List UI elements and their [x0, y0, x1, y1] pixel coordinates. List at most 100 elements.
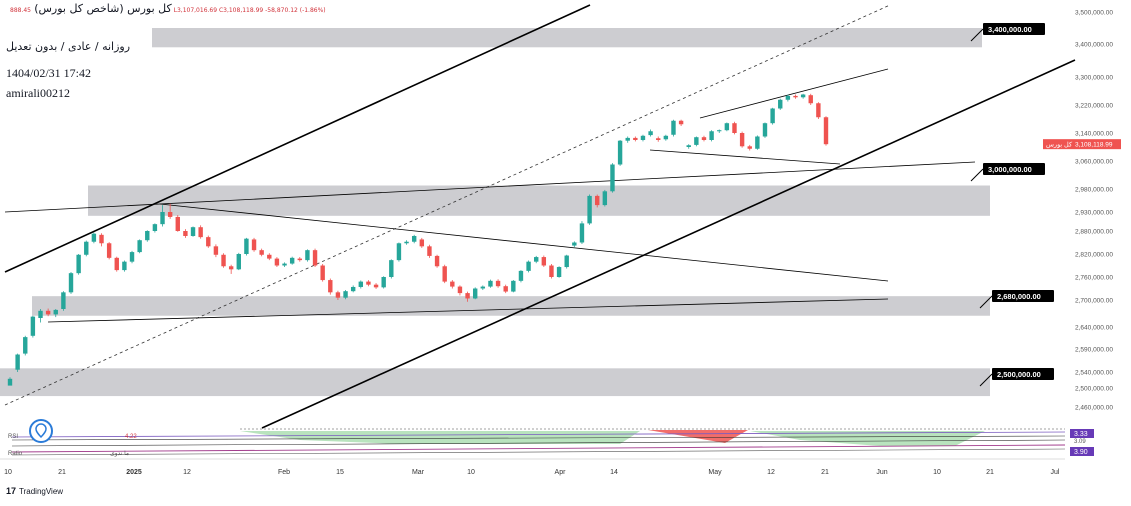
candle[interactable] — [671, 119, 676, 137]
candle[interactable] — [808, 93, 813, 105]
candle[interactable] — [213, 244, 219, 258]
candle[interactable] — [289, 256, 295, 265]
candle[interactable] — [633, 136, 638, 142]
candle[interactable] — [419, 237, 425, 248]
candle[interactable] — [610, 163, 615, 193]
candle[interactable] — [556, 266, 562, 278]
downtrend-line[interactable] — [159, 203, 889, 282]
candle[interactable] — [694, 136, 699, 147]
candle[interactable] — [823, 116, 829, 146]
candle[interactable] — [656, 136, 661, 142]
candle[interactable] — [564, 254, 569, 269]
candle[interactable] — [503, 284, 508, 294]
support-line[interactable] — [47, 298, 889, 323]
candle[interactable] — [53, 309, 58, 318]
indicator-pane[interactable]: 3.33 3.09 3.90 RSI 4.22 Ratio ما ندوی — [0, 428, 1094, 460]
candle[interactable] — [106, 242, 112, 260]
candle[interactable] — [251, 237, 257, 252]
candle[interactable] — [84, 240, 89, 257]
candle[interactable] — [15, 353, 20, 372]
candle[interactable] — [350, 285, 356, 293]
candle[interactable] — [625, 136, 630, 143]
candle[interactable] — [167, 203, 173, 219]
candle[interactable] — [23, 335, 28, 356]
candle[interactable] — [114, 256, 119, 272]
candle[interactable] — [206, 235, 211, 248]
candle[interactable] — [747, 144, 752, 151]
candle[interactable] — [366, 280, 371, 287]
candle[interactable] — [724, 122, 730, 132]
candle[interactable] — [778, 98, 783, 110]
candle[interactable] — [274, 257, 280, 268]
candle[interactable] — [534, 255, 539, 264]
candle[interactable] — [442, 264, 447, 284]
candle[interactable] — [640, 134, 646, 142]
candle[interactable] — [236, 252, 241, 271]
candle[interactable] — [76, 254, 81, 275]
candle[interactable] — [358, 280, 364, 289]
candle[interactable] — [175, 215, 180, 232]
candle[interactable] — [709, 130, 714, 142]
candle[interactable] — [701, 135, 707, 142]
candle[interactable] — [686, 144, 691, 149]
price-axis[interactable]: 3,500,000.00 3,400,000.00 3,300,000.00 3,22… — [1043, 10, 1121, 412]
channel-lower-line[interactable] — [261, 59, 1076, 429]
tradingview-brand[interactable]: 17 TradingView — [6, 486, 63, 496]
candle[interactable] — [305, 249, 310, 262]
candle[interactable] — [45, 308, 51, 317]
candle[interactable] — [244, 237, 249, 256]
candle[interactable] — [389, 259, 394, 279]
candle[interactable] — [816, 102, 821, 119]
candle[interactable] — [579, 221, 585, 245]
candle[interactable] — [396, 242, 402, 262]
zone-zone-2950k[interactable] — [88, 185, 990, 216]
candle[interactable] — [228, 264, 234, 274]
candle[interactable] — [190, 226, 196, 237]
candle[interactable] — [526, 260, 531, 273]
candle[interactable] — [472, 287, 478, 300]
candle[interactable] — [770, 107, 775, 125]
candle[interactable] — [648, 129, 653, 137]
candle[interactable] — [183, 229, 188, 238]
candle[interactable] — [7, 377, 13, 386]
candle[interactable] — [129, 250, 135, 264]
candlesticks[interactable] — [7, 93, 829, 386]
candle[interactable] — [373, 283, 379, 289]
candle[interactable] — [762, 122, 768, 138]
candle[interactable] — [198, 225, 203, 239]
channel-upper-line[interactable] — [4, 4, 591, 273]
candle[interactable] — [427, 244, 432, 258]
wedge-top-line[interactable] — [699, 68, 889, 119]
candle[interactable] — [61, 291, 66, 311]
candle[interactable] — [457, 285, 463, 296]
candle[interactable] — [259, 248, 264, 257]
candle[interactable] — [793, 94, 798, 99]
candle[interactable] — [38, 309, 43, 323]
candle[interactable] — [495, 279, 501, 288]
candle[interactable] — [68, 272, 74, 294]
candle[interactable] — [549, 263, 554, 279]
candle[interactable] — [678, 119, 684, 126]
candle[interactable] — [434, 254, 440, 268]
candle[interactable] — [587, 194, 592, 225]
zone-zone-2680k[interactable] — [32, 296, 990, 316]
trendlines[interactable] — [4, 4, 1076, 429]
candle[interactable] — [572, 241, 577, 248]
candle[interactable] — [312, 248, 318, 268]
candle[interactable] — [480, 285, 486, 291]
candle[interactable] — [152, 223, 158, 233]
candle[interactable] — [137, 239, 142, 254]
candle[interactable] — [518, 270, 524, 283]
candle[interactable] — [785, 94, 791, 102]
candle[interactable] — [739, 131, 745, 148]
candle[interactable] — [617, 140, 623, 166]
candle[interactable] — [91, 232, 97, 244]
candle[interactable] — [328, 278, 333, 295]
time-axis[interactable]: 10 21 2025 12 Feb 15 Mar 10 Apr 14 May 12 21 Jun 10 21 J… — [4, 469, 1060, 476]
candle[interactable] — [122, 260, 127, 272]
candle[interactable] — [381, 276, 386, 289]
zone-zone-2500k[interactable] — [0, 368, 990, 397]
candle[interactable] — [267, 253, 272, 261]
candle[interactable] — [800, 93, 806, 99]
